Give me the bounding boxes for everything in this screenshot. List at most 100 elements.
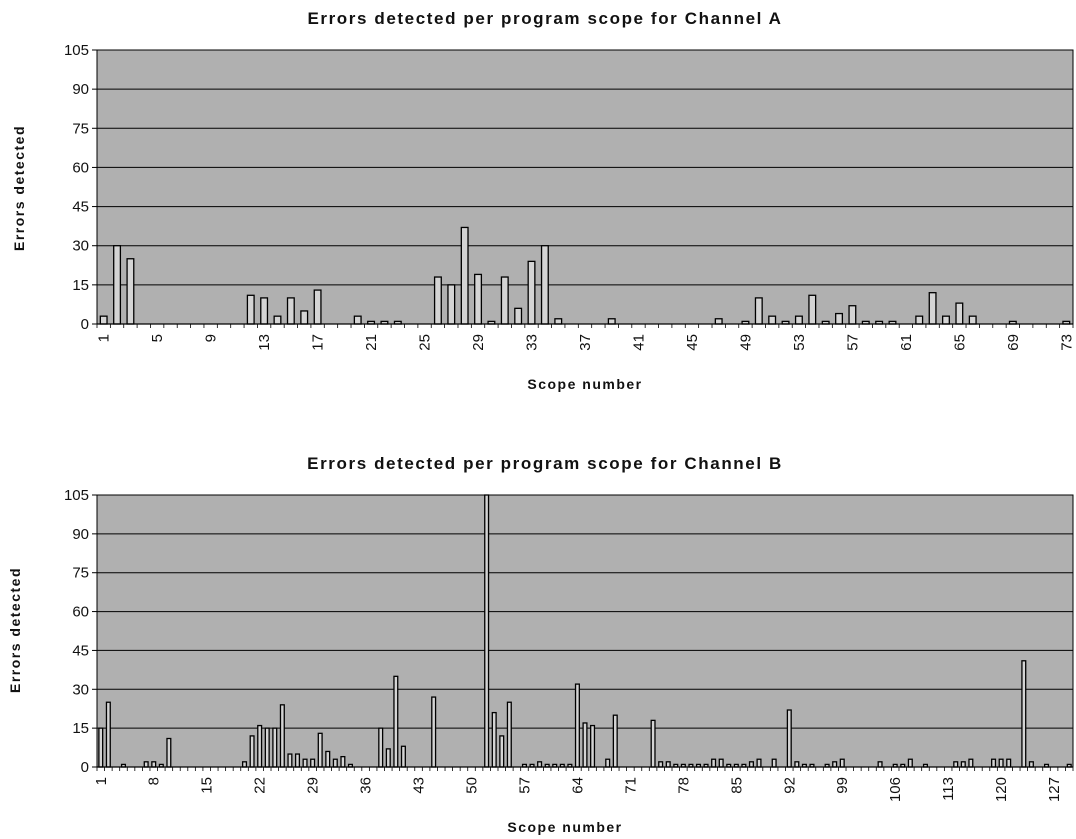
chart-channel-b: Errors detected per program scope for Ch…	[7, 454, 1074, 835]
chart-a-bar	[835, 312, 844, 325]
chart-a-bar	[300, 310, 309, 325]
chart-b-bar	[877, 761, 883, 768]
chart-b-x-tick-label: 50	[464, 777, 481, 794]
chart-b-bar	[839, 758, 845, 768]
chart-a-x-tick-label: 1	[96, 334, 113, 342]
chart-b-bar	[325, 750, 331, 768]
chart-b-bar	[317, 732, 323, 768]
chart-b-x-tick-label: 43	[411, 777, 428, 794]
chart-a-x-tick-label: 49	[737, 334, 754, 351]
chart-a-plot-area	[96, 49, 1074, 325]
chart-a-title: Errors detected per program scope for Ch…	[307, 9, 782, 28]
chart-b-bar	[484, 494, 490, 768]
chart-a-y-tick-label: 45	[72, 199, 89, 216]
chart-a-y-axis-title: Errors detected	[11, 125, 27, 251]
chart-a-x-tick-label: 37	[577, 334, 594, 351]
chart-a-bar	[794, 315, 803, 325]
chart-a-y-tick-label: 30	[72, 238, 89, 255]
chart-b-x-tick-label: 113	[940, 777, 957, 801]
chart-a-y-tick-label: 15	[72, 277, 89, 294]
chart-a-bar	[286, 297, 295, 325]
chart-b-y-tick-label: 30	[72, 681, 89, 698]
chart-b-bar	[340, 755, 346, 768]
chart-b-bar	[582, 722, 588, 768]
chart-a-bar	[126, 258, 135, 325]
chart-b-bar	[991, 758, 997, 768]
chart-a-x-tick-label: 53	[791, 334, 808, 351]
chart-a-y-tick-label: 60	[72, 159, 89, 176]
chart-b-y-tick-label: 60	[72, 604, 89, 621]
chart-b-bar	[771, 758, 777, 768]
chart-a-x-tick-label: 73	[1058, 334, 1075, 351]
chart-b-title: Errors detected per program scope for Ch…	[307, 454, 783, 473]
chart-a-bar	[460, 226, 469, 325]
chart-a-bar	[915, 315, 924, 325]
chart-b-y-tick-label: 15	[72, 720, 89, 737]
chart-a-y-ticks: 0 15 30 45 60 75 90 105	[64, 42, 97, 333]
chart-b-plot-area	[96, 494, 1074, 768]
chart-a-x-tick-label: 69	[1005, 334, 1022, 351]
chart-a-y-tick-label: 105	[64, 42, 89, 59]
chart-a-x-tick-label: 17	[310, 334, 327, 351]
chart-b-bar	[794, 761, 800, 768]
chart-a-bar	[353, 315, 362, 325]
chart-b-bar	[506, 701, 512, 768]
chart-b-x-ticks: 1 8 15 22 29 36 43 50 57 64 71 78 85 92 99 106 113 120 127	[93, 767, 1074, 802]
chart-a-bar	[968, 315, 977, 325]
chart-a-bar	[607, 318, 616, 325]
chart-a-bar	[848, 305, 857, 325]
chart-a-y-tick-label: 75	[72, 120, 89, 137]
chart-b-y-tick-label: 75	[72, 565, 89, 582]
chart-b-bar	[151, 761, 157, 768]
chart-a-bar	[500, 276, 509, 325]
chart-b-bar	[1028, 761, 1034, 768]
chart-b-bar	[907, 758, 913, 768]
chart-b-bar	[499, 735, 505, 768]
chart-b-bar	[968, 758, 974, 768]
chart-a-gridlines	[97, 49, 1073, 286]
chart-a-x-ticks: 1 5 9 13 17 21 25 29 33 37 41 45 49 53 57 61 65 69 73	[96, 324, 1075, 351]
chart-b-bar	[832, 761, 838, 768]
chart-a-bar	[754, 297, 763, 325]
chart-a-bar	[768, 315, 777, 325]
chart-b-bar	[711, 758, 717, 768]
chart-b-x-tick-label: 71	[622, 777, 639, 794]
chart-a-x-tick-label: 45	[684, 334, 701, 351]
chart-a-x-tick-label: 25	[417, 334, 434, 351]
chart-b-x-tick-label: 15	[199, 777, 216, 794]
chart-b-y-tick-label: 0	[81, 759, 89, 776]
chart-b-bar	[491, 711, 497, 768]
chart-b-bar	[257, 724, 263, 768]
chart-a-bar	[941, 315, 950, 325]
chart-b-y-tick-label: 45	[72, 642, 89, 659]
chart-b-bar	[786, 709, 792, 768]
chart-b-x-tick-label: 57	[517, 777, 534, 794]
chart-a-bar	[246, 294, 255, 325]
chart-a-x-axis-title: Scope number	[527, 376, 642, 392]
chart-b-x-tick-label: 8	[146, 777, 163, 785]
chart-b-bar	[605, 758, 611, 768]
chart-b-bar	[272, 727, 278, 768]
chart-a-y-tick-label: 90	[72, 81, 89, 98]
chart-a-bar	[928, 292, 937, 325]
chart-a-bar	[260, 297, 269, 325]
chart-channel-a: Errors detected per program scope for Ch…	[11, 9, 1075, 392]
chart-a-bar	[554, 318, 563, 325]
chart-b-bar	[431, 696, 437, 768]
chart-b-x-tick-label: 22	[252, 777, 269, 794]
chart-a-bars	[99, 226, 1071, 325]
chart-b-bar	[537, 761, 543, 768]
chart-a-bar	[540, 245, 549, 325]
chart-a-x-tick-label: 57	[844, 334, 861, 351]
chart-a-bar	[433, 276, 442, 325]
chart-b-x-tick-label: 64	[569, 777, 586, 794]
chart-b-bar	[279, 704, 285, 768]
chart-b-bar	[166, 737, 172, 768]
chart-b-x-tick-label: 120	[993, 777, 1010, 802]
chart-b-x-tick-label: 99	[834, 777, 851, 794]
chart-b-bar	[590, 724, 596, 768]
chart-b-x-tick-label: 1	[93, 777, 110, 785]
chart-a-y-tick-label: 0	[81, 316, 89, 333]
